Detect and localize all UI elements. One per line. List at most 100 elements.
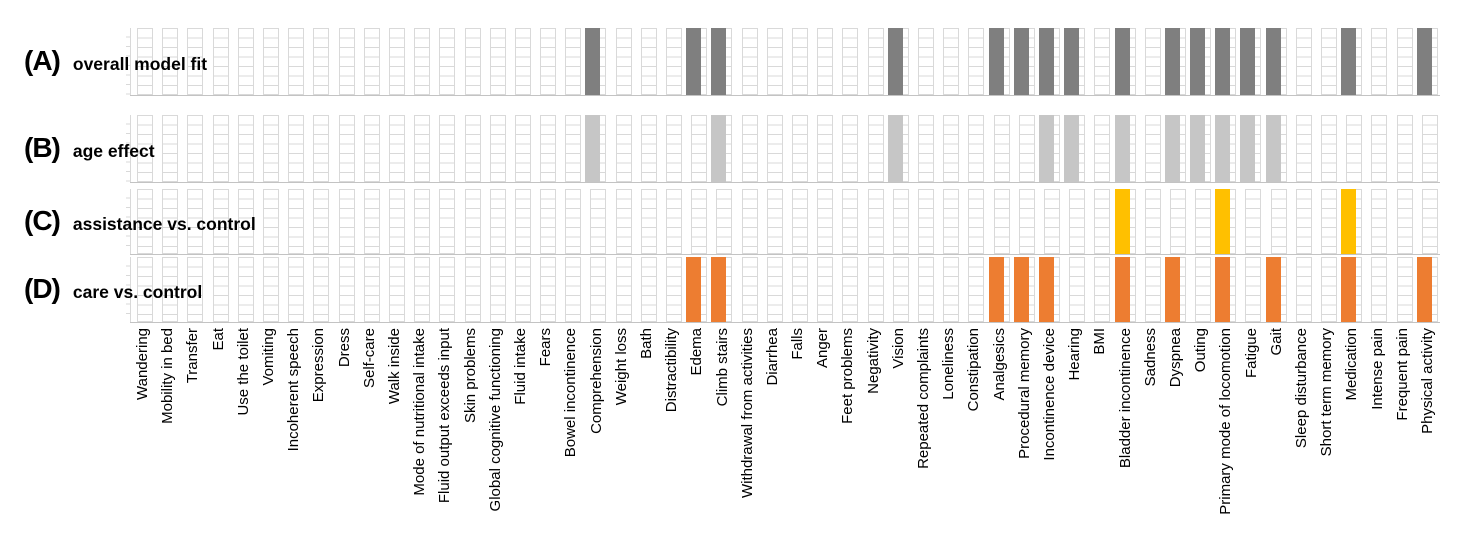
- empty-segment-bar: [212, 115, 229, 182]
- matrix-cell: [256, 189, 281, 254]
- x-axis-label: Incontinence device: [1041, 328, 1059, 461]
- matrix-cell: [583, 189, 608, 254]
- empty-segment-bar: [388, 257, 405, 322]
- empty-segment-bar: [1396, 257, 1413, 322]
- empty-segment-bar: [1421, 189, 1438, 254]
- x-axis-label: Walk inside: [386, 328, 404, 405]
- empty-segment-bar: [741, 28, 758, 95]
- matrix-cell: [231, 28, 256, 95]
- empty-segment-bar: [288, 28, 305, 95]
- x-axis-label: Fatigue: [1242, 328, 1260, 379]
- matrix-cell: [760, 115, 785, 182]
- empty-segment-bar: [590, 189, 607, 254]
- empty-segment-bar: [615, 257, 632, 322]
- matrix-cell: [1062, 28, 1087, 95]
- x-axis-label-cell: Comprehension: [583, 324, 608, 546]
- empty-segment-bar: [1144, 189, 1161, 254]
- x-axis-label: Vomiting: [260, 328, 278, 386]
- x-axis-label: Mobility in bed: [159, 328, 177, 424]
- matrix-cell: [835, 189, 860, 254]
- matrix-cell: [1113, 257, 1138, 322]
- x-axis-label-cell: Dyspnea: [1163, 324, 1188, 546]
- matrix-cell: [508, 189, 533, 254]
- matrix-cell: [659, 257, 684, 322]
- empty-segment-bar: [338, 115, 355, 182]
- matrix-cell: [1163, 257, 1188, 322]
- matrix-cell: [1163, 189, 1188, 254]
- matrix-cell: [483, 28, 508, 95]
- empty-segment-bar: [565, 189, 582, 254]
- empty-segment-bar: [1195, 189, 1212, 254]
- matrix-cell: [1289, 115, 1314, 182]
- matrix-cell: [1163, 28, 1188, 95]
- x-axis-label: Loneliness: [940, 328, 958, 400]
- empty-segment-bar: [640, 189, 657, 254]
- empty-segment-bar: [1270, 189, 1287, 254]
- filled-bar: [711, 115, 727, 182]
- matrix-cell: [911, 115, 936, 182]
- empty-segment-bar: [262, 28, 279, 95]
- matrix-cell: [508, 115, 533, 182]
- matrix-cell: [861, 257, 886, 322]
- x-axis-label-cell: Primary mode of locomotion: [1213, 324, 1238, 546]
- x-axis-label: Fears: [537, 328, 555, 367]
- empty-segment-bar: [439, 257, 456, 322]
- matrix-cell: [609, 189, 634, 254]
- empty-segment-bar: [187, 189, 204, 254]
- empty-segment-bar: [943, 28, 960, 95]
- empty-segment-bar: [968, 115, 985, 182]
- matrix-cell: [1364, 115, 1389, 182]
- empty-segment-bar: [338, 189, 355, 254]
- x-axis-label: Dress: [335, 328, 353, 368]
- matrix-cell: [634, 28, 659, 95]
- empty-segment-bar: [1396, 28, 1413, 95]
- filled-bar: [1190, 28, 1206, 95]
- x-axis-label-cell: Physical activity: [1415, 324, 1440, 546]
- filled-bar: [1164, 115, 1180, 182]
- matrix-cell: [911, 28, 936, 95]
- matrix-cell: [1289, 257, 1314, 322]
- matrix-cell: [558, 28, 583, 95]
- empty-segment-bar: [1094, 115, 1111, 182]
- x-axis-label-cell: Weight loss: [609, 324, 634, 546]
- matrix-cell: [936, 189, 961, 254]
- empty-segment-bar: [1421, 115, 1438, 182]
- matrix-cell: [709, 257, 734, 322]
- matrix-cell: [1138, 28, 1163, 95]
- filled-bar: [1013, 28, 1029, 95]
- matrix-cell: [256, 28, 281, 95]
- matrix-cell: [760, 189, 785, 254]
- matrix-cell: [281, 115, 306, 182]
- filled-bar: [1265, 257, 1281, 322]
- matrix-cell: [1390, 28, 1415, 95]
- x-axis-label-cell: Incontinence device: [1037, 324, 1062, 546]
- band-B: [126, 115, 1440, 183]
- matrix-cell: [1138, 257, 1163, 322]
- matrix-cell: [382, 257, 407, 322]
- empty-segment-bar: [363, 257, 380, 322]
- filled-bar: [1114, 28, 1130, 95]
- filled-bar: [1265, 115, 1281, 182]
- empty-segment-bar: [313, 115, 330, 182]
- empty-segment-bar: [162, 189, 179, 254]
- x-axis-label-cell: Distractibility: [659, 324, 684, 546]
- matrix-cell: [936, 115, 961, 182]
- matrix-cell: [659, 189, 684, 254]
- matrix-cell: [936, 257, 961, 322]
- empty-segment-bar: [414, 28, 431, 95]
- filled-bar: [988, 28, 1004, 95]
- empty-segment-bar: [262, 257, 279, 322]
- matrix-cell: [407, 28, 432, 95]
- empty-segment-bar: [1396, 115, 1413, 182]
- empty-segment-bar: [414, 189, 431, 254]
- matrix-cell: [911, 189, 936, 254]
- x-axis-label-cell: Wandering: [130, 324, 155, 546]
- matrix-cell: [1012, 28, 1037, 95]
- filled-bar: [887, 28, 903, 95]
- matrix-cell: [558, 257, 583, 322]
- matrix-cell: [987, 189, 1012, 254]
- row-label-overall-model-fit: (A) overall model fit: [24, 45, 207, 77]
- axis-edge-ticks: [126, 257, 131, 322]
- x-axis-label-cell: Expression: [306, 324, 331, 546]
- matrix-cell: [306, 257, 331, 322]
